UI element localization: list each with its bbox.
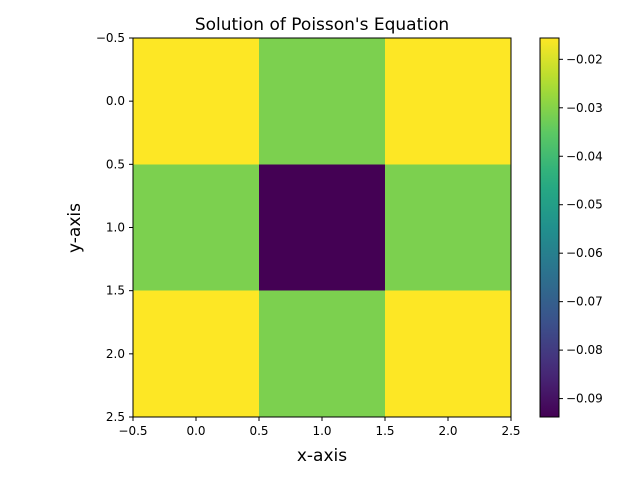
y-tick-label: 0.5	[106, 157, 125, 171]
x-tick-label: −0.5	[118, 424, 147, 438]
heatmap-cells	[133, 38, 511, 417]
colorbar-tick-label: −0.03	[566, 101, 603, 115]
heatmap-cell	[133, 164, 259, 291]
colorbar-tick-label: −0.06	[566, 246, 603, 260]
y-axis-ticks: −0.5 0.0 0.5 1.0 1.5 2.0 2.5	[96, 31, 133, 424]
heatmap-cell	[385, 290, 511, 417]
x-axis-ticks: −0.5 0.0 0.5 1.0 1.5 2.0 2.5	[118, 417, 521, 438]
y-tick-label: 1.0	[106, 221, 125, 235]
x-tick-label: 2.5	[501, 424, 520, 438]
y-tick-label: −0.5	[96, 31, 125, 45]
colorbar-tick-label: −0.09	[566, 392, 603, 406]
colorbar-tick-label: −0.07	[566, 295, 603, 309]
x-tick-label: 1.0	[312, 424, 331, 438]
y-tick-label: 0.0	[106, 94, 125, 108]
colorbar-ticks: −0.02 −0.03 −0.04 −0.05 −0.06 −0.07 −0.08 −0.09	[559, 52, 603, 406]
heatmap-cell	[385, 38, 511, 165]
colorbar-tick-label: −0.04	[566, 149, 603, 163]
colorbar-tick-label: −0.05	[566, 198, 603, 212]
colorbar-frame	[539, 37, 560, 418]
y-axis-label: y-axis	[65, 203, 85, 253]
chart-title: Solution of Poisson's Equation	[195, 15, 449, 35]
x-tick-label: 0.5	[249, 424, 268, 438]
heatmap-cell	[133, 38, 259, 165]
heatmap-cell	[259, 290, 385, 417]
heatmap-cell	[259, 164, 385, 291]
colorbar-tick-label: −0.08	[566, 343, 603, 357]
colorbar-tick-label: −0.02	[566, 52, 603, 66]
heatmap-cell	[385, 164, 511, 291]
colorbar: −0.02 −0.03 −0.04 −0.05 −0.06 −0.07 −0.08 −0.09	[539, 37, 603, 418]
y-tick-label: 2.5	[106, 410, 125, 424]
colorbar-gradient	[540, 38, 559, 417]
x-tick-label: 1.5	[375, 424, 394, 438]
x-tick-label: 2.0	[438, 424, 457, 438]
y-tick-label: 1.5	[106, 284, 125, 298]
heatmap-cell	[259, 38, 385, 165]
heatmap-cell	[133, 290, 259, 417]
x-tick-label: 0.0	[186, 424, 205, 438]
x-axis-label: x-axis	[297, 446, 347, 466]
y-tick-label: 2.0	[106, 347, 125, 361]
